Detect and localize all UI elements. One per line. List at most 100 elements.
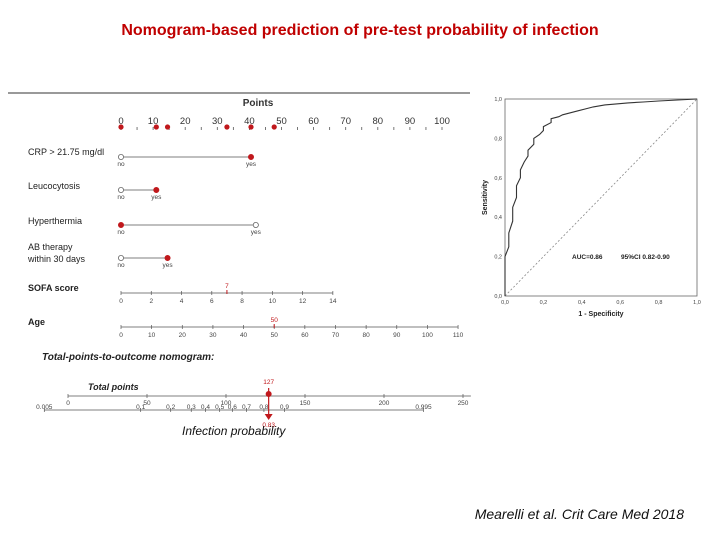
variable-level-marker: [248, 153, 255, 160]
citation: Mearelli et al. Crit Care Med 2018: [474, 506, 684, 522]
variable-level-label: yes: [251, 229, 262, 236]
total-points-tick-label: 250: [458, 400, 469, 407]
variable-level-marker: [118, 254, 125, 261]
variable-label: Hyperthermia: [28, 216, 82, 226]
variable-level-marker: [252, 221, 259, 228]
variable-tick-label: 50: [271, 332, 279, 339]
roc-x-tick-label: 0,4: [578, 300, 586, 306]
roc-y-tick-label: 0,6: [494, 176, 502, 182]
probability-tick-label: 0.7: [242, 404, 251, 411]
probability-tick-label: 0.6: [228, 404, 237, 411]
variable-tick-label: 0: [119, 332, 123, 339]
roc-x-axis-label: 1 - Specificity: [578, 311, 623, 318]
variable-value-label: 50: [271, 317, 279, 324]
variable-level-marker: [118, 153, 125, 160]
variable-tick-label: 14: [329, 298, 337, 305]
roc-y-tick-label: 0,0: [494, 294, 502, 300]
variable-label: AB therapy: [28, 242, 73, 252]
points-tick-label: 0: [118, 116, 123, 127]
variable-tick-label: 10: [269, 298, 277, 305]
variable-level-label: no: [117, 161, 125, 168]
variable-level-marker: [118, 186, 125, 193]
variable-tick-label: 0: [119, 298, 123, 305]
variable-level-label: no: [117, 262, 125, 269]
variable-level-label: yes: [162, 262, 173, 269]
probability-tick-label: 0.8: [259, 404, 268, 411]
variable-level-label: no: [117, 194, 125, 201]
roc-reference-line: [504, 98, 698, 297]
slide-title: Nomogram-based prediction of pre-test pr…: [121, 22, 599, 39]
variable-level-label: no: [117, 229, 125, 236]
roc-x-tick-label: 1,0: [693, 300, 701, 306]
points-tick-label: 10: [148, 116, 159, 127]
roc-curve: [504, 98, 698, 296]
variable-level-marker: [118, 221, 125, 228]
variable-tick-label: 10: [148, 332, 156, 339]
probability-value-arrow: [264, 414, 273, 420]
roc-auc-annotation: AUC=0.86: [572, 254, 603, 261]
roc-x-tick-label: 0,6: [616, 300, 624, 306]
total-points-tick-label: 0: [66, 400, 70, 407]
variable-tick-label: 70: [332, 332, 340, 339]
points-tick-label: 70: [340, 116, 351, 127]
probability-tick-label: 0.005: [36, 404, 53, 411]
points-tick-label: 30: [212, 116, 223, 127]
probability-caption: Infection probability: [182, 424, 286, 438]
variable-label: CRP > 21.75 mg/dl: [28, 147, 104, 157]
variable-tick-label: 4: [180, 298, 184, 305]
total-points-tick-label: 150: [300, 400, 311, 407]
variable-label: Age: [28, 317, 45, 327]
roc-y-tick-label: 0,2: [494, 255, 502, 261]
variable-tick-label: 30: [209, 332, 217, 339]
variable-tick-label: 80: [363, 332, 371, 339]
total-points-tick-label: 200: [379, 400, 390, 407]
probability-value-label: 0.83: [262, 422, 275, 429]
points-contribution-marker: [271, 124, 277, 130]
points-tick-label: 20: [180, 116, 191, 127]
points-contribution-marker: [153, 124, 159, 130]
points-contribution-marker: [164, 124, 171, 130]
variable-label: within 30 days: [27, 254, 86, 264]
points-contribution-marker: [248, 124, 254, 130]
probability-tick-label: 0.5: [215, 404, 224, 411]
points-tick-label: 40: [244, 116, 255, 127]
variable-value-label: 7: [225, 283, 229, 290]
variable-label: SOFA score: [28, 283, 79, 293]
points-axis-label: Points: [243, 98, 274, 109]
total-points-tick-label: 100: [221, 400, 232, 407]
variable-tick-label: 100: [422, 332, 433, 339]
variable-tick-label: 12: [299, 298, 307, 305]
variable-label: Leucocytosis: [28, 181, 81, 191]
roc-x-tick-label: 0,0: [501, 300, 509, 306]
nomogram-subtitle: Total-points-to-outcome nomogram:: [42, 352, 214, 363]
probability-tick-label: 0.3: [187, 404, 196, 411]
variable-level-label: yes: [246, 161, 257, 168]
variable-tick-label: 20: [179, 332, 187, 339]
variable-tick-label: 40: [240, 332, 248, 339]
roc-x-tick-label: 0,8: [655, 300, 663, 306]
variable-tick-label: 8: [240, 298, 244, 305]
variable-tick-label: 90: [393, 332, 401, 339]
variable-tick-label: 110: [453, 332, 464, 339]
total-points-value-marker: [265, 391, 272, 397]
points-tick-label: 100: [434, 116, 450, 127]
total-points-label: Total points: [88, 382, 139, 392]
variable-tick-label: 2: [149, 298, 153, 305]
probability-tick-label: 0.4: [201, 404, 210, 411]
variable-tick-label: 60: [301, 332, 309, 339]
probability-tick-label: 0.2: [166, 404, 175, 411]
roc-plot-frame: [504, 98, 698, 297]
roc-x-tick-label: 0,2: [540, 300, 548, 306]
points-tick-label: 90: [405, 116, 416, 127]
total-points-value-label: 127: [263, 379, 274, 386]
points-tick-label: 50: [276, 116, 287, 127]
roc-y-axis-label: Sensitivity: [482, 180, 489, 215]
probability-tick-label: 0.9: [280, 404, 289, 411]
probability-tick-label: 0.995: [415, 404, 432, 411]
variable-level-marker: [153, 186, 160, 193]
total-points-tick-label: 50: [143, 400, 151, 407]
roc-y-tick-label: 1,0: [494, 97, 502, 103]
roc-chart: 0,00,0 0,2 0,2 0,4 0,4 0,6 0,6 0,8 0,8 1,0 1,0 1 - …: [482, 97, 701, 318]
probability-tick-label: 0.1: [136, 404, 145, 411]
